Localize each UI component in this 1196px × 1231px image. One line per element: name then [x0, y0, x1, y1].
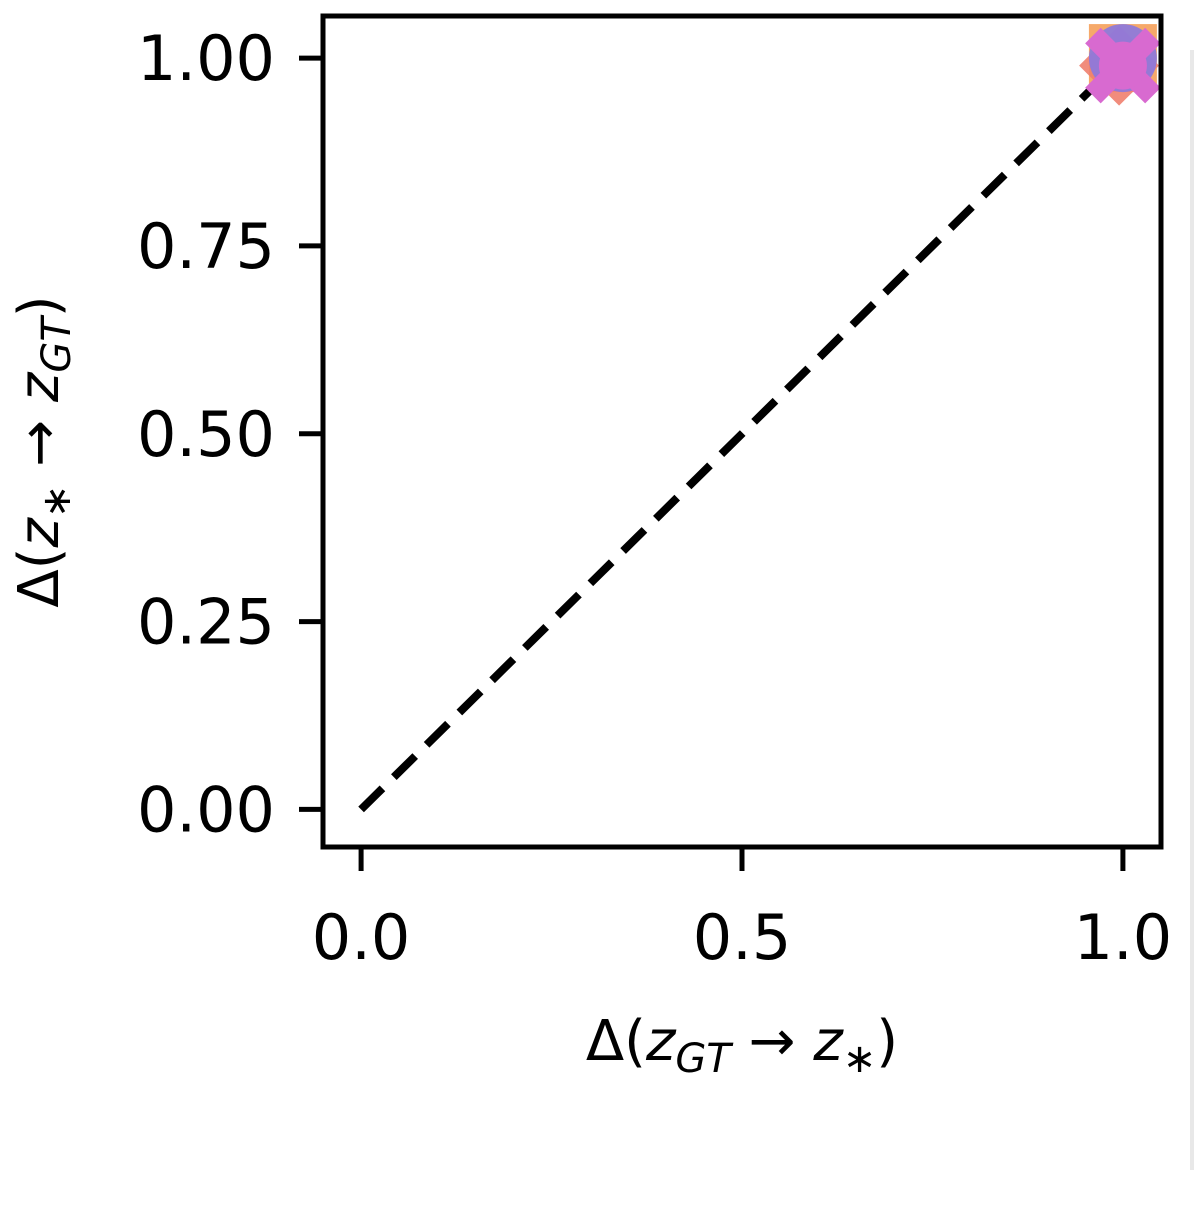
- y-tick-label-0: 0.00: [137, 773, 275, 846]
- x-tick-label-2: 1.0: [1074, 901, 1173, 974]
- y-tick-label-3: 0.75: [137, 210, 275, 283]
- y-axis-label: Δ(z∗ → zGT): [7, 295, 80, 607]
- y-tick-label-4: 1.00: [137, 22, 275, 95]
- y-tick-label-1: 0.25: [137, 586, 275, 659]
- y-tick-label-2: 0.50: [137, 398, 275, 471]
- x-tick-label-1: 0.5: [693, 901, 792, 974]
- x-axis-label: Δ(zGT → z∗): [586, 1009, 898, 1082]
- data-point-x-3-0-core: [1098, 41, 1147, 90]
- panel-edge: [1190, 50, 1194, 1170]
- reference-diagonal-line: [358, 55, 1126, 813]
- x-tick-label-0: 0.0: [312, 901, 411, 974]
